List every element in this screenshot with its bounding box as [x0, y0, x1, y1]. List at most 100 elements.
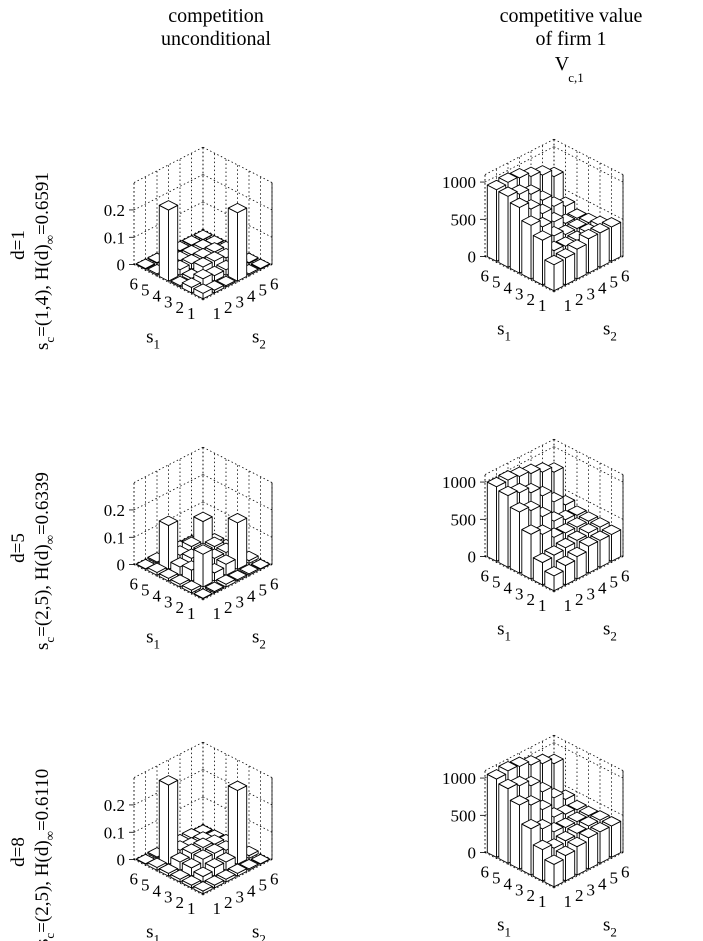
- bar: [544, 254, 564, 292]
- s1-tick-label: 2: [527, 290, 536, 309]
- s1-tick-label: 3: [515, 584, 524, 603]
- s1-tick-label: 5: [492, 272, 501, 291]
- s1-tick-label: 4: [153, 881, 162, 900]
- z-tick-label: 0.2: [104, 201, 125, 220]
- s1-tick-label: 3: [164, 592, 173, 611]
- c-subscript: c: [42, 337, 57, 343]
- bar: [181, 580, 202, 594]
- row-label-d: d=1: [8, 230, 29, 260]
- s2-tick-label: 1: [213, 304, 222, 323]
- row-label-1-detail: sc=(1,4), H(d)∞=0.6591: [32, 172, 57, 350]
- bar: [227, 202, 248, 282]
- z-tick-label: 0: [117, 556, 126, 575]
- s1-tick-label: 4: [153, 286, 162, 305]
- s2-tick-label: 3: [236, 887, 245, 906]
- bar: [250, 558, 271, 570]
- bar: [216, 275, 236, 288]
- s2-tick-label: 4: [247, 881, 256, 900]
- s1-tick-label: 1: [187, 604, 196, 623]
- column-title-left-line1: competition: [168, 5, 264, 27]
- row-label-sc-line: sc=(2,5), H(d)∞=0.6339: [32, 472, 57, 650]
- bar: [227, 512, 248, 570]
- s1-axis-label: s1: [497, 619, 511, 644]
- z-tick-label: 0.2: [104, 796, 125, 815]
- row-label-d: d=5: [8, 533, 29, 563]
- s1-tick-label: 1: [538, 596, 547, 615]
- s1-tick-label: 6: [130, 275, 139, 294]
- s2-tick-label: 2: [575, 590, 584, 609]
- s1-tick-label: 1: [187, 899, 196, 918]
- c-subscript: c: [42, 637, 57, 643]
- chart-panel-3: 00.10.21 12 23 34 45 56 6s1 s2: [104, 446, 279, 652]
- s2-tick-label: 2: [224, 298, 233, 317]
- sc-text: =(2,5), H(d): [32, 544, 53, 637]
- s2-tick-label: 6: [270, 275, 279, 294]
- s2-tick-label: 1: [564, 892, 573, 911]
- s1-tick-label: 5: [141, 280, 150, 299]
- s2-tick-label: 5: [259, 580, 268, 599]
- z-tick-label: 0: [468, 248, 477, 267]
- s2-axis-label: s2: [603, 915, 617, 940]
- bar: [216, 869, 236, 883]
- s2-tick-label: 4: [247, 586, 256, 605]
- s2-tick-label: 6: [621, 567, 630, 586]
- row-label-d: d=8: [8, 837, 29, 867]
- s2-tick-label: 3: [587, 284, 596, 303]
- s2-tick-label: 5: [610, 572, 619, 591]
- z-tick-label: 0.1: [104, 528, 125, 547]
- s2-tick-label: 5: [259, 280, 268, 299]
- s2-tick-label: 5: [610, 272, 619, 291]
- z-tick-label: 500: [451, 510, 477, 529]
- s2-tick-label: 1: [213, 604, 222, 623]
- bar: [250, 258, 271, 270]
- s1-tick-label: 4: [504, 578, 513, 597]
- chart-panel-1: 00.10.21 12 23 34 45 56 6s1 s2: [104, 146, 279, 352]
- s1-axis-label: s1: [146, 627, 160, 652]
- s2-tick-label: 3: [236, 292, 245, 311]
- row-label-sc-line: sc=(2,5), H(d)∞=0.6110: [32, 769, 57, 941]
- s1-tick-label: 1: [538, 892, 547, 911]
- sc-text: =(2,5), H(d): [32, 840, 53, 933]
- z-tick-label: 0: [468, 844, 477, 863]
- s2-tick-label: 1: [564, 296, 573, 315]
- s1-axis-label: s1: [146, 922, 160, 941]
- bar: [158, 200, 179, 282]
- bar: [544, 854, 564, 888]
- bar: [193, 588, 213, 600]
- z-tick-label: 1000: [442, 173, 476, 192]
- s2-tick-label: 4: [247, 286, 256, 305]
- bar: [193, 544, 213, 588]
- s2-tick-label: 2: [224, 893, 233, 912]
- s1-tick-label: 6: [481, 267, 490, 286]
- s1-tick-label: 2: [527, 590, 536, 609]
- s1-tick-label: 5: [141, 875, 150, 894]
- bar: [193, 283, 213, 300]
- s2-axis-label: s2: [252, 922, 266, 941]
- z-tick-label: 0.1: [104, 823, 125, 842]
- s2-tick-label: 3: [587, 584, 596, 603]
- s2-tick-label: 4: [598, 578, 607, 597]
- bar: [147, 857, 167, 871]
- inf-subscript: ∞: [42, 831, 57, 840]
- s2-axis-label: s2: [603, 319, 617, 344]
- s2-tick-label: 6: [270, 575, 279, 594]
- s1-tick-label: 6: [130, 870, 139, 889]
- s1-tick-label: 5: [492, 572, 501, 591]
- s2-tick-label: 1: [213, 899, 222, 918]
- s1-tick-label: 4: [153, 586, 162, 605]
- z-tick-label: 0: [117, 256, 126, 275]
- s1-tick-label: 6: [481, 863, 490, 882]
- s1-tick-label: 4: [504, 278, 513, 297]
- h-value: =0.6591: [32, 172, 53, 235]
- s1-tick-label: 3: [164, 292, 173, 311]
- z-tick-label: 0: [468, 548, 477, 567]
- s2-tick-label: 6: [270, 870, 279, 889]
- s2-tick-label: 3: [236, 592, 245, 611]
- z-tick-label: 0.2: [104, 501, 125, 520]
- row-label-2-detail: sc=(2,5), H(d)∞=0.6339: [32, 472, 57, 650]
- inf-subscript: ∞: [42, 235, 57, 244]
- row-label-sc-line: sc=(1,4), H(d)∞=0.6591: [32, 172, 57, 350]
